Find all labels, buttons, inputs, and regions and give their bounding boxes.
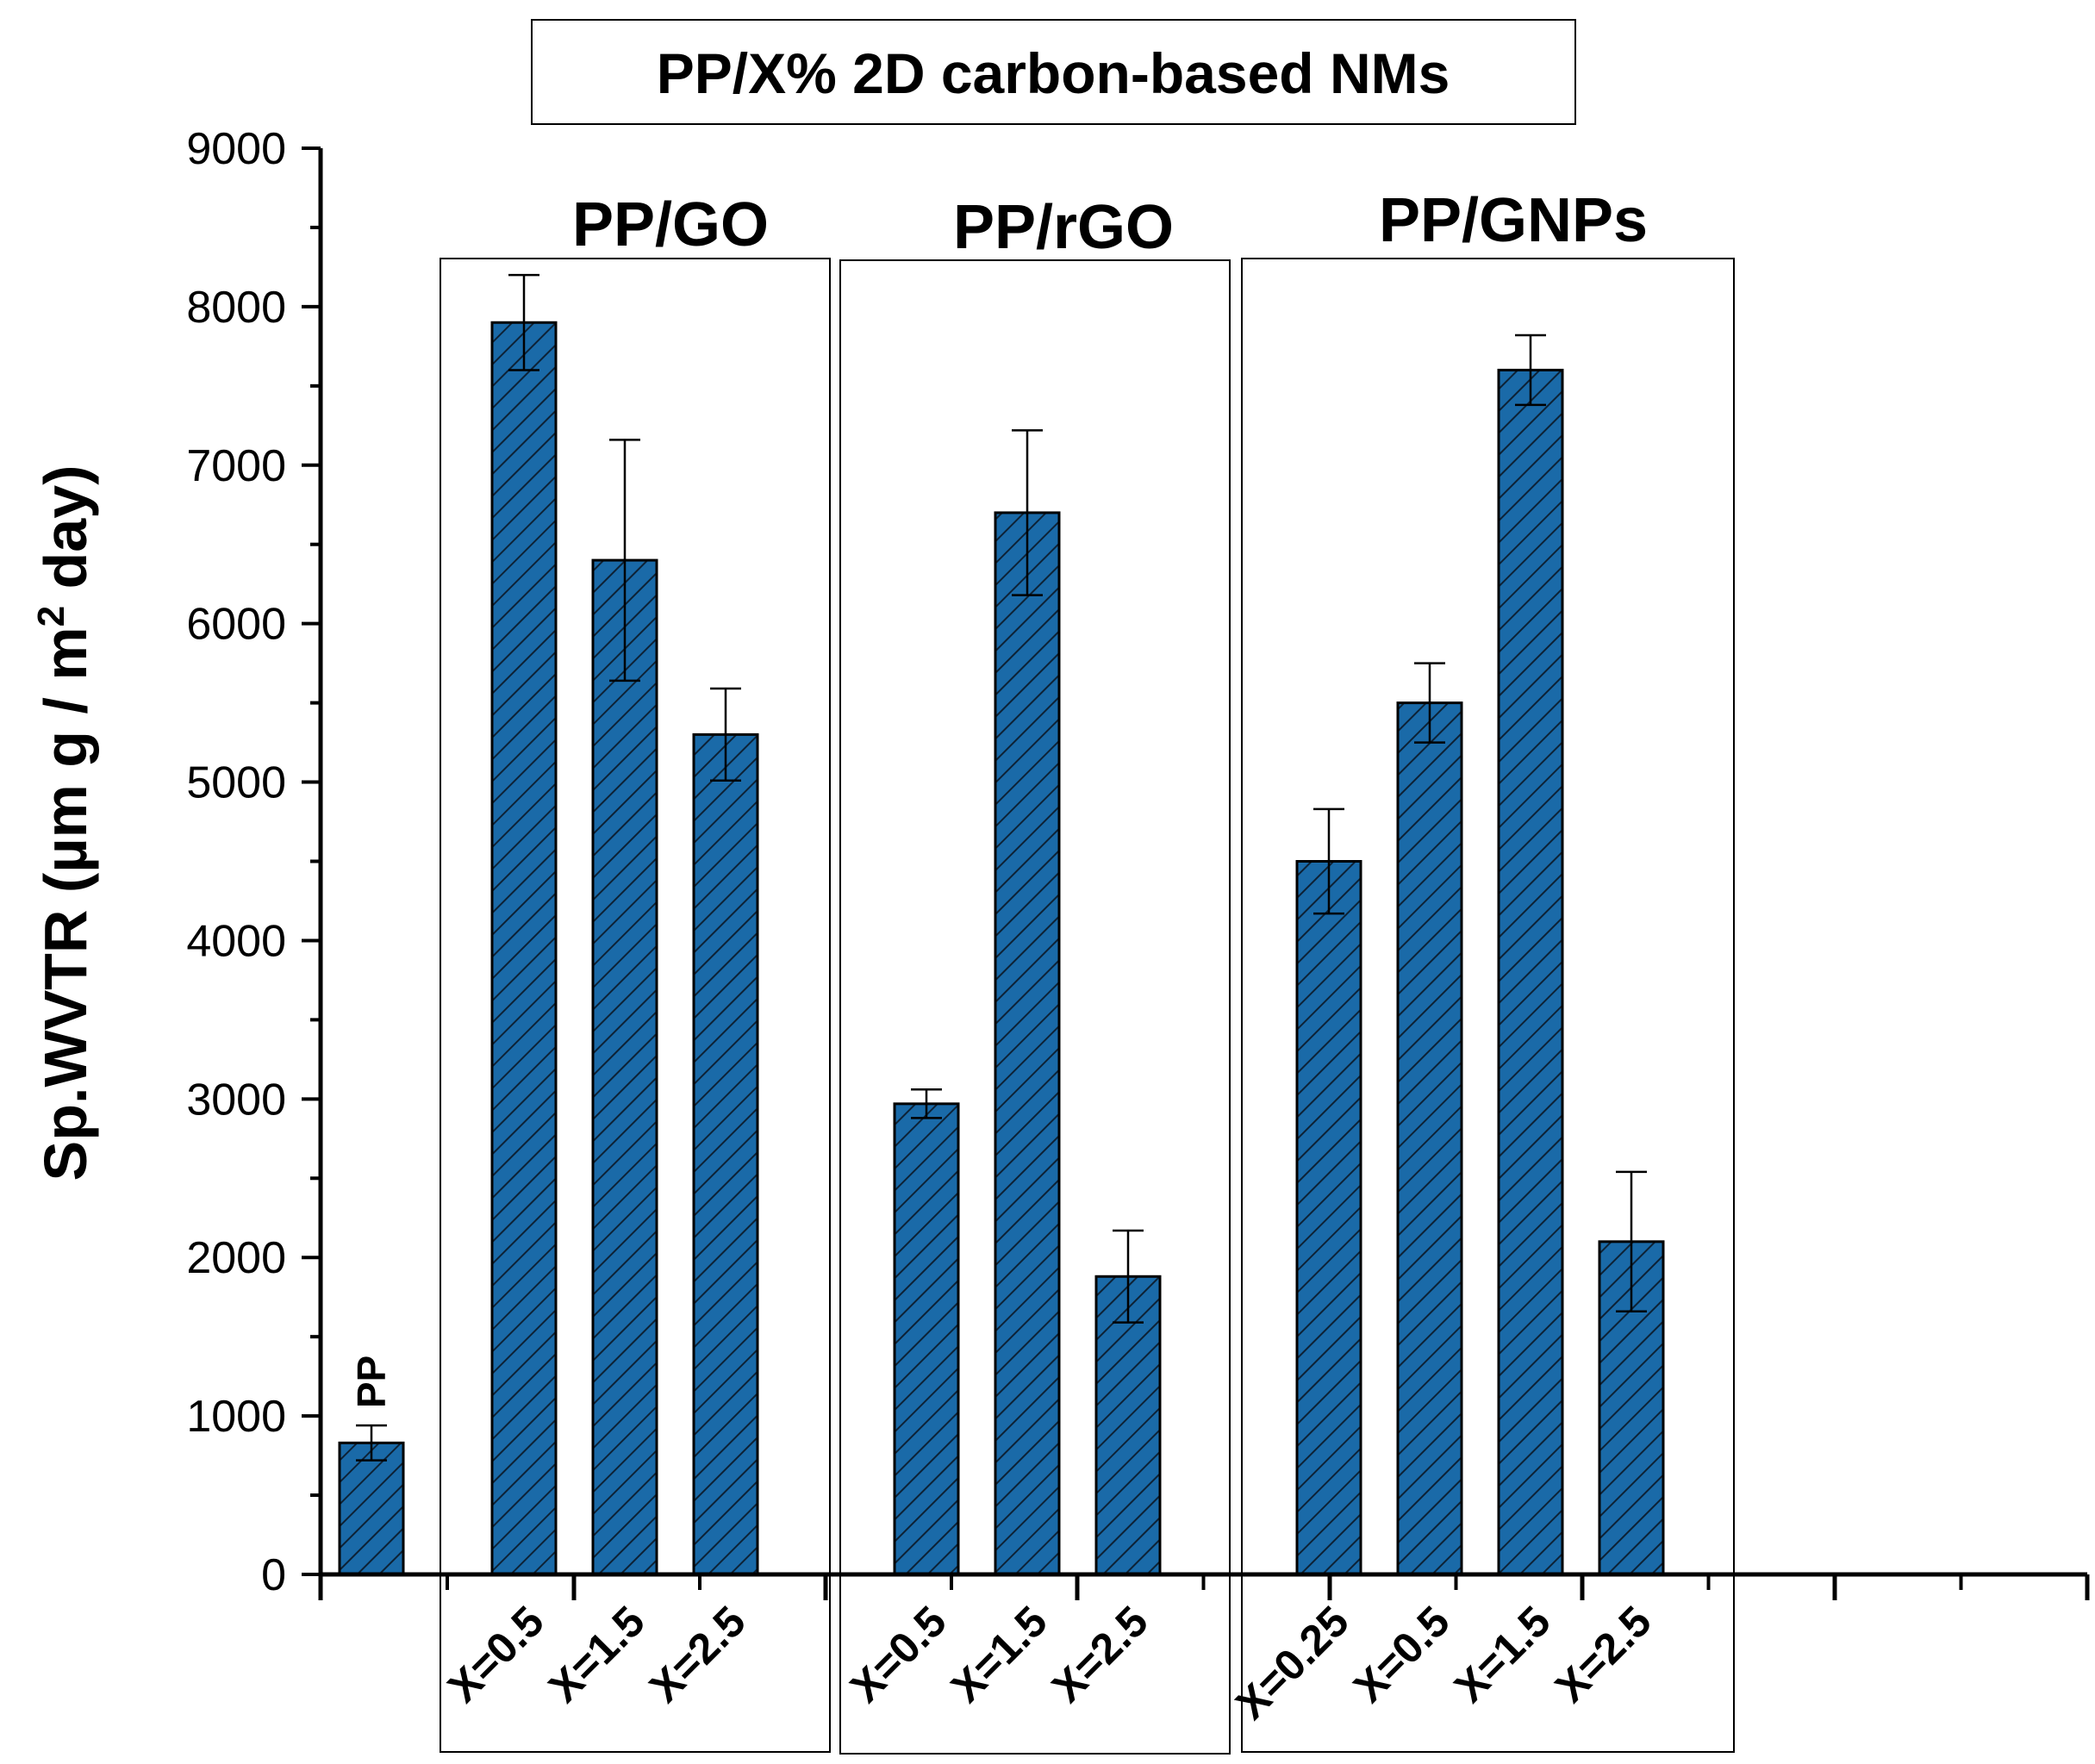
x-tick-label: X=0.25 <box>1226 1597 1358 1729</box>
x-axis: X=0.5X=1.5X=2.5 X=0.5X=1.5X=2.5 X=0.25X=0.… <box>318 1572 2090 1729</box>
group-box-pp-gnps <box>1241 258 1735 1753</box>
y-axis-label: Sp.WVTR (µm g / m2 day) <box>30 465 99 1181</box>
title-text: PP/X% 2D carbon-based NMs <box>657 41 1450 105</box>
x-tick-label: X=2.5 <box>640 1597 755 1711</box>
group-boxes: PP/GO PP/rGO PP/GNPs <box>440 186 1735 1755</box>
x-tick-label: X=2.5 <box>1546 1597 1661 1711</box>
group-label: PP/rGO <box>953 193 1174 262</box>
x-tick-label: X=2.5 <box>1043 1597 1157 1711</box>
y-tick-label: 9000 <box>186 124 286 174</box>
x-tick-label: X=0.5 <box>841 1597 956 1711</box>
title-box <box>531 19 1576 125</box>
bar <box>591 558 658 1576</box>
x-tick-label: X=0.5 <box>439 1597 553 1711</box>
group-label: PP/GNPs <box>1379 186 1648 255</box>
y-tick-label: 1000 <box>186 1392 286 1442</box>
y-tick-label: 7000 <box>186 441 286 491</box>
y-tick-label: 8000 <box>186 283 286 333</box>
bar-label: PP <box>349 1356 394 1408</box>
y-tick-label: 5000 <box>186 758 286 808</box>
group-label: PP/GO <box>572 190 769 259</box>
bar <box>893 1102 960 1576</box>
y-axis-label-tail: day) <box>32 465 99 606</box>
bars: PP <box>338 321 1665 1576</box>
group-box-pp-rgo <box>839 259 1231 1755</box>
chart-title: PP/X% 2D carbon-based NMs <box>531 19 1576 125</box>
y-axis: 0 1000 2000 3000 4000 5000 6000 7000 8000 9000 <box>186 124 323 1600</box>
error-bars <box>356 273 1647 1462</box>
y-tick-label: 3000 <box>186 1075 286 1125</box>
bar <box>994 511 1061 1576</box>
y-tick-label: 6000 <box>186 600 286 650</box>
bar <box>338 1441 405 1576</box>
y-tick-label: 0 <box>261 1550 286 1600</box>
x-tick-label: X=1.5 <box>539 1597 654 1711</box>
y-tick-label: 4000 <box>186 916 286 966</box>
bar <box>1497 368 1564 1576</box>
y-axis-label-sup: 2 <box>30 606 72 626</box>
bar <box>490 321 558 1576</box>
x-tick-label: X=1.5 <box>1445 1597 1560 1711</box>
group-box-pp-go <box>440 258 831 1753</box>
bar <box>1396 701 1463 1576</box>
y-tick-label: 2000 <box>186 1233 286 1283</box>
y-axis-label-main: Sp.WVTR (µm g / m <box>32 626 99 1181</box>
x-tick-label: X=1.5 <box>942 1597 1057 1711</box>
bar <box>692 732 759 1576</box>
x-tick-label: X=0.5 <box>1344 1597 1459 1711</box>
bar <box>1295 860 1362 1576</box>
